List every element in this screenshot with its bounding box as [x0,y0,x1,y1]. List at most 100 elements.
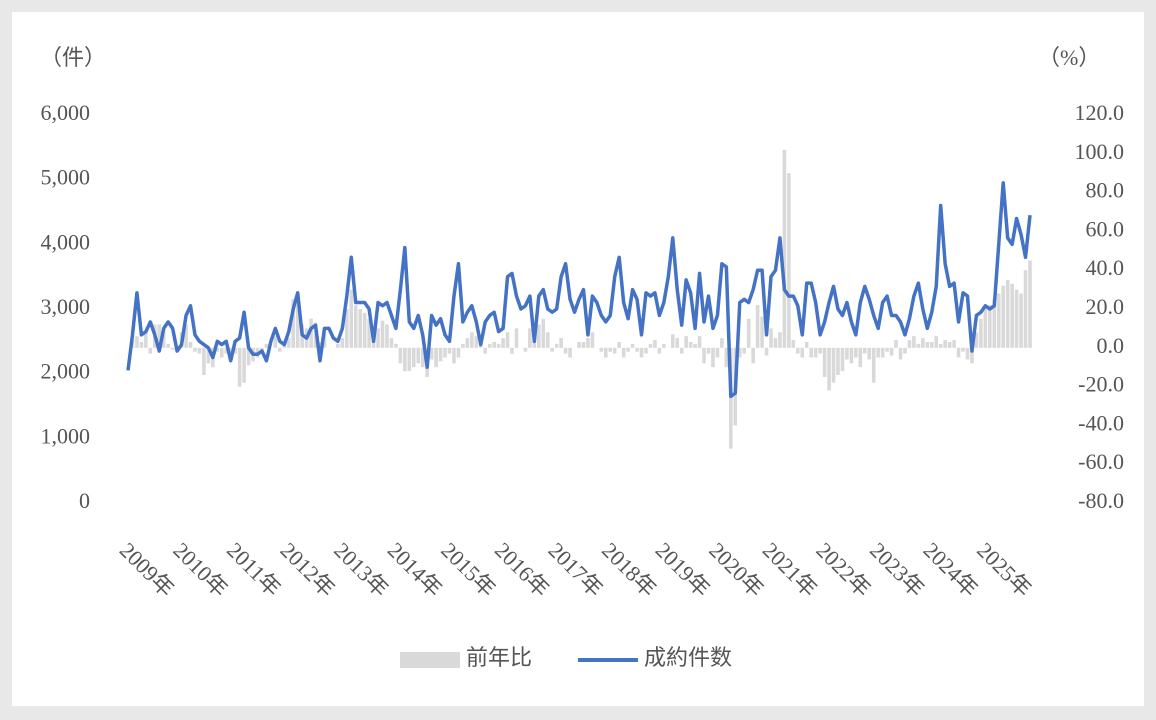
y2-tick-label: 20.0 [1086,294,1125,319]
bar [483,347,488,354]
bar [157,324,162,348]
bar [170,347,175,350]
bar [411,347,416,368]
bar [318,341,322,348]
bar [827,347,831,391]
bar [653,340,657,348]
y2-tick-label: 0.0 [1097,333,1125,358]
bar [492,341,496,348]
bar [778,332,782,348]
bar [545,332,550,348]
bar [639,347,644,358]
bar [729,347,733,449]
bar [161,328,166,348]
bar [796,347,800,354]
bar [813,347,818,358]
bar [505,332,510,348]
legend-label: 成約件数 [644,645,732,670]
bar [961,347,965,352]
bar [836,347,840,375]
y2-tick-label: 60.0 [1086,216,1125,241]
bar [461,343,465,348]
bar [889,347,894,356]
bar [858,347,863,368]
bar [894,340,898,348]
bar [626,347,630,352]
bar [470,332,474,348]
bar [952,340,956,348]
bar [751,347,755,364]
bar [563,347,568,354]
y2-tick-label: -20.0 [1078,372,1124,397]
bar [697,336,702,348]
bar [988,305,992,348]
bar [898,347,903,360]
bar [648,343,653,348]
bar [679,347,684,354]
y-tick-label: 6,000 [41,100,91,125]
legend-label: 前年比 [466,645,532,670]
y2-tick-label: -40.0 [1078,410,1124,435]
bar [202,347,206,375]
bar [974,332,979,348]
bar [345,309,349,348]
bar [474,336,479,348]
bar [755,305,760,348]
bar [934,336,939,348]
bar [394,343,398,348]
bar [237,347,242,387]
bar [787,173,791,348]
bar [876,347,880,358]
bar [845,347,849,360]
bar [233,347,237,354]
bar [862,347,867,354]
bar [193,347,197,352]
bar [693,343,697,348]
bar [166,343,170,348]
y-axis-label: （件） [40,45,106,70]
y-tick-label: 4,000 [41,229,91,254]
bar [979,318,983,348]
bar [947,341,952,348]
bar [1023,270,1028,348]
y2-tick-label: 120.0 [1075,100,1125,125]
bar [309,318,313,348]
y-tick-label: 1,000 [41,423,91,448]
bar [496,343,501,348]
bar [385,324,389,348]
bar [742,347,747,354]
bar [353,305,358,348]
bar [608,347,613,352]
bar [688,341,693,348]
bar [586,338,590,348]
bar [514,328,519,348]
bar [581,341,586,348]
bar [398,347,403,364]
bar [867,347,872,360]
bar [188,341,193,348]
bar [912,336,916,348]
bar [554,343,559,348]
bar [443,347,447,358]
bar [737,347,742,358]
bar [903,347,907,354]
bar [523,347,528,352]
bar [224,347,229,354]
bar [242,347,246,383]
bar [621,347,626,358]
bar [662,343,666,348]
bar [670,334,675,348]
bar [916,343,921,348]
bar [148,347,153,354]
bar [577,341,581,348]
bar [501,338,505,348]
bar [854,347,858,358]
bar [702,347,706,364]
bar [711,347,715,368]
bar [358,309,362,348]
bar [420,347,425,368]
y-tick-label: 0 [79,488,90,513]
bar [871,347,876,383]
bar [1005,279,1010,348]
bar [541,318,546,348]
